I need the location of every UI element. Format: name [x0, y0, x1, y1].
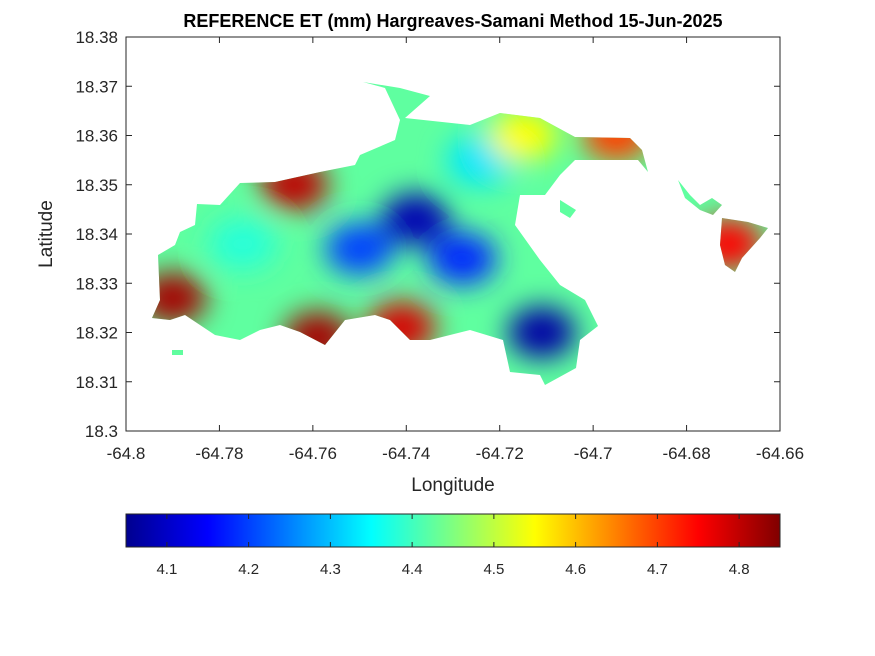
- colorbar-ticks: 4.1 4.2 4.3 4.4 4.5 4.6 4.7 4.8: [156, 514, 750, 578]
- heatmap-blob-3: [428, 232, 497, 285]
- x-tick-label: -64.8: [107, 444, 146, 463]
- colorbar-tick-label: 4.7: [647, 561, 668, 578]
- colorbar-tick-label: 4.6: [565, 561, 586, 578]
- colorbar-tick-label: 4.4: [402, 561, 423, 578]
- heatmap-blob-2: [325, 222, 394, 275]
- x-tick-label: -64.74: [382, 444, 430, 463]
- x-axis: -64.8 -64.78 -64.76 -64.74 -64.72 -64.7 -64.68…: [107, 37, 804, 463]
- x-tick-label: -64.7: [574, 444, 613, 463]
- colorbar-tick-label: 4.5: [483, 561, 504, 578]
- y-tick-label: 18.38: [75, 28, 118, 47]
- y-tick-label: 18.34: [75, 225, 118, 244]
- y-tick-label: 18.3: [85, 422, 118, 441]
- heatmap-blob-10: [489, 109, 558, 162]
- x-tick-label: -64.78: [195, 444, 243, 463]
- y-axis-label: Latitude: [36, 200, 57, 268]
- y-tick-label: 18.31: [75, 373, 118, 392]
- x-tick-label: -64.66: [756, 444, 804, 463]
- x-tick-label: -64.72: [476, 444, 524, 463]
- x-tick-label: -64.76: [289, 444, 337, 463]
- colorbar-tick-label: 4.1: [156, 561, 177, 578]
- heatmap-blobs: [152, 109, 763, 364]
- chart-title: REFERENCE ET (mm) Hargreaves-Samani Meth…: [183, 11, 722, 31]
- y-tick-label: 18.36: [75, 127, 118, 146]
- y-axis: 18.3 18.31 18.32 18.33 18.34 18.35 18.36 18.37 1…: [75, 28, 780, 441]
- y-tick-label: 18.35: [75, 176, 118, 195]
- y-tick-label: 18.33: [75, 274, 118, 293]
- x-axis-label: Longitude: [411, 475, 494, 496]
- colorbar-tick-label: 4.8: [729, 561, 750, 578]
- colorbar-tick-label: 4.2: [238, 561, 259, 578]
- y-tick-label: 18.32: [75, 324, 118, 343]
- heatmap-blob-0: [381, 193, 450, 246]
- heatmap-blob-1: [507, 306, 576, 359]
- heatmap-blob-5: [208, 217, 277, 270]
- y-tick-label: 18.37: [75, 77, 118, 96]
- colorbar: [125, 513, 781, 548]
- colorbar-tick-label: 4.3: [320, 561, 341, 578]
- x-tick-label: -64.68: [662, 444, 710, 463]
